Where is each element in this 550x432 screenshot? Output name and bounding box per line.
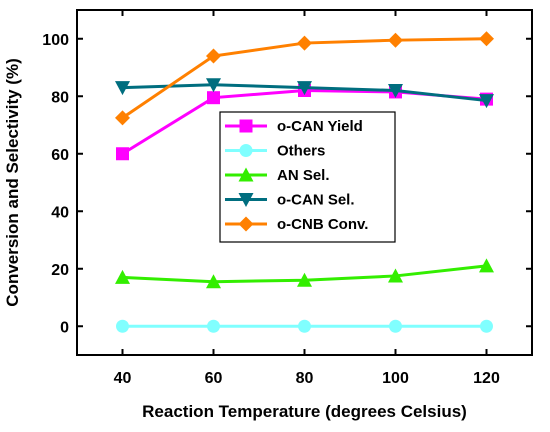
x-tick-label: 60	[205, 370, 223, 387]
legend-label: AN Sel.	[277, 167, 330, 184]
legend-label: Others	[277, 143, 325, 160]
series-layer	[115, 31, 494, 333]
data-point-an-sel	[206, 274, 221, 289]
data-point-o-cnb-conv	[388, 32, 403, 48]
legend-label: o-CAN Sel.	[277, 192, 355, 209]
data-point-o-cnb-conv	[297, 35, 312, 51]
data-point-o-cnb-conv	[115, 110, 130, 126]
x-tick-label: 80	[296, 370, 314, 387]
data-point-others	[207, 319, 220, 333]
y-tick-label: 20	[51, 262, 69, 279]
series-o-cnb-conv	[115, 31, 494, 126]
legend-label: o-CNB Conv.	[277, 216, 368, 233]
legend-marker	[238, 167, 254, 182]
x-tick-label: 120	[473, 370, 500, 387]
legend-marker	[238, 193, 254, 207]
legend-marker	[238, 216, 254, 232]
data-point-o-cnb-conv	[206, 48, 221, 64]
data-point-others	[298, 319, 311, 333]
data-point-an-sel	[115, 269, 130, 284]
legend-item-o-can-sel: o-CAN Sel.	[225, 192, 355, 209]
x-tick-label: 100	[382, 370, 409, 387]
legend-label: o-CAN Yield	[277, 118, 363, 135]
data-point-others	[389, 319, 402, 333]
legend: o-CAN Yield Others AN Sel. o-CAN Sel. o-CNB …	[219, 111, 396, 243]
y-tick-label: 80	[51, 89, 69, 106]
data-point-o-can-yield	[207, 91, 220, 105]
data-point-o-can-yield	[116, 147, 129, 161]
data-point-an-sel	[388, 268, 403, 283]
data-point-an-sel	[297, 272, 312, 287]
series-others	[116, 319, 493, 333]
legend-item-an-sel: AN Sel.	[225, 167, 330, 184]
y-tick-label: 0	[60, 319, 69, 336]
legend-marker	[239, 119, 253, 133]
legend-item-o-can-yield: o-CAN Yield	[225, 118, 363, 135]
y-tick-label: 40	[51, 204, 69, 221]
data-point-o-can-sel	[479, 94, 494, 109]
y-tick-label: 100	[42, 32, 69, 49]
data-point-an-sel	[479, 258, 494, 273]
series-o-can-sel	[115, 78, 494, 109]
x-tick-label: 40	[114, 370, 132, 387]
series-an-sel	[115, 258, 494, 289]
data-point-o-can-sel	[206, 78, 221, 93]
x-axis-title: Reaction Temperature (degrees Celsius)	[142, 402, 467, 421]
data-point-o-can-sel	[297, 81, 312, 96]
legend-marker	[239, 144, 253, 157]
data-point-o-can-sel	[388, 84, 403, 98]
data-point-o-cnb-conv	[479, 31, 494, 47]
series-line-o-cnb-conv	[121, 37, 487, 120]
legend-item-others: Others	[225, 143, 325, 160]
y-tick-label: 60	[51, 147, 69, 164]
axes: 40 60 80 100 120 0 20 40 60 80 100	[42, 9, 533, 387]
y-axis-title: Conversion and Selectivity (%)	[3, 58, 22, 306]
legend-item-o-cnb-conv: o-CNB Conv.	[225, 216, 368, 233]
data-point-others	[116, 319, 129, 333]
data-point-o-can-sel	[115, 81, 130, 96]
data-point-others	[480, 319, 493, 333]
